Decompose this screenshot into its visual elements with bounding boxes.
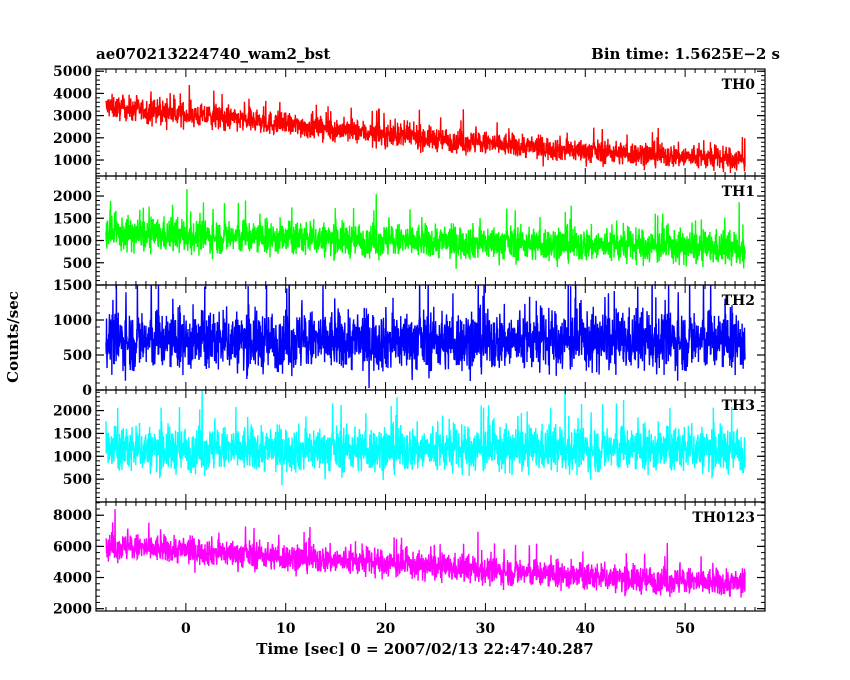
panel-label-th0: TH0 <box>722 77 756 93</box>
y-tick-label: 1000 <box>53 234 92 250</box>
y-tick-label: 4000 <box>53 86 92 102</box>
y-tick-label: 500 <box>63 472 92 488</box>
panel-label-th0123: TH0123 <box>692 510 755 526</box>
series-line-th0 <box>105 85 746 174</box>
y-tick-label: 6000 <box>53 539 92 555</box>
series-line-th1 <box>105 189 746 269</box>
x-tick-label: 20 <box>376 621 396 637</box>
y-tick-label: 1500 <box>53 426 92 442</box>
y-tick-label: 2000 <box>53 404 92 420</box>
y-axis-label: Counts/sec <box>4 291 22 383</box>
y-tick-label: 2000 <box>53 189 92 205</box>
y-tick-label: 0 <box>82 383 92 399</box>
y-tick-label: 2000 <box>53 131 92 147</box>
x-tick-label: 40 <box>576 621 596 637</box>
panel-th0123: 2000 4000 6000 8000 TH0123 <box>53 501 766 618</box>
y-tick-label: 1500 <box>53 211 92 227</box>
panel-th2: 0 500 1000 1500 TH2 <box>53 278 766 399</box>
panel-th3: 500 1000 1500 2000 TH3 <box>53 389 766 503</box>
bin-time-label: Bin time: 1.5625E−2 s <box>591 45 780 63</box>
series-line-th0123 <box>105 509 746 598</box>
y-tick-label: 500 <box>63 256 92 272</box>
x-tick-label: 50 <box>675 621 695 637</box>
x-tick-label: 30 <box>476 621 496 637</box>
y-tick-label: 1000 <box>53 449 92 465</box>
y-tick-label: 8000 <box>53 508 92 524</box>
series-line-th3 <box>105 390 746 486</box>
x-tick-label: 0 <box>181 621 191 637</box>
x-tick-label: 10 <box>276 621 296 637</box>
y-tick-label: 500 <box>63 348 92 364</box>
y-tick-label: 1000 <box>53 313 92 329</box>
y-tick-label: 2000 <box>53 602 92 618</box>
series-line-th2 <box>105 285 746 389</box>
y-tick-label: 4000 <box>53 571 92 587</box>
panel-label-th2: TH2 <box>722 293 755 309</box>
panel-th1: 500 1000 1500 2000 TH1 <box>53 175 766 286</box>
panel-th0: 1000 2000 3000 4000 5000 TH0 <box>53 64 766 177</box>
y-tick-label: 3000 <box>53 109 92 125</box>
y-tick-label: 1500 <box>53 278 92 294</box>
panel-label-th3: TH3 <box>722 398 755 414</box>
panel-label-th1: TH1 <box>722 184 755 200</box>
x-axis-label: Time [sec] 0 = 2007/02/13 22:47:40.287 <box>256 640 593 658</box>
chart-title: ae070213224740_wam2_bst <box>96 45 330 63</box>
panel-frame <box>95 501 766 612</box>
y-tick-label: 1000 <box>53 153 92 169</box>
y-tick-label: 5000 <box>53 64 92 80</box>
